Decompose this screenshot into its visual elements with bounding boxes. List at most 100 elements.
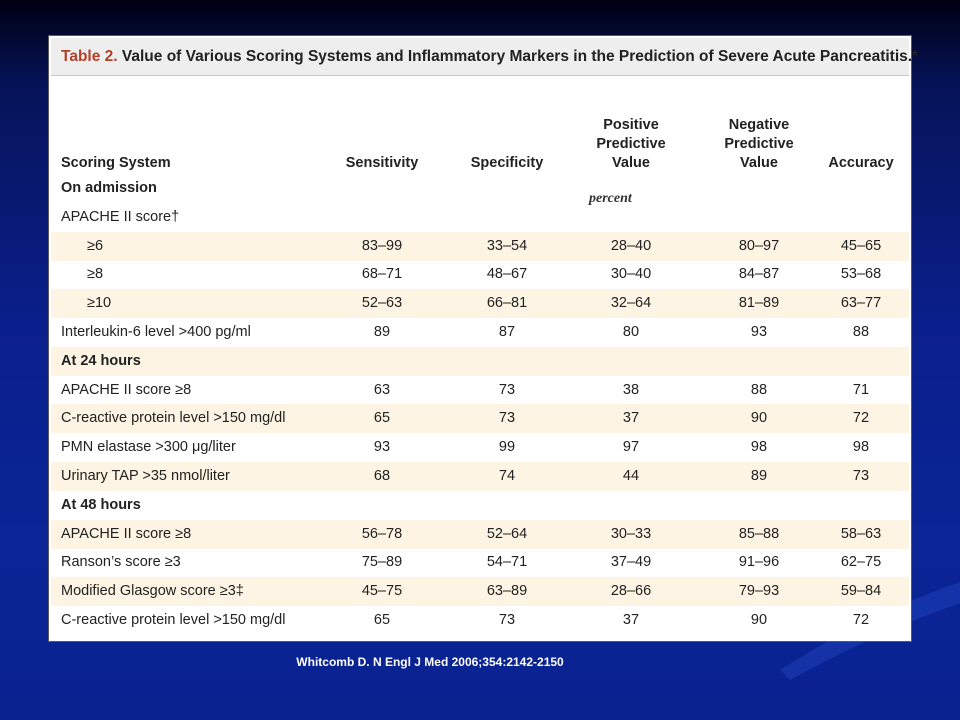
- cell-ppv: 97: [622, 439, 640, 456]
- cell-sensitivity: 65: [373, 612, 391, 628]
- table-row: ≥6 83–99 33–54 28–40 80–97 45–65: [51, 231, 909, 261]
- table-row: Ranson’s score ≥3 75–89 54–71 37–49 91–96 62–…: [51, 548, 909, 577]
- cell-accuracy: 53–68: [840, 266, 882, 283]
- cell-accuracy: 98: [852, 439, 870, 456]
- table-row: PMN elastase >300 μg/liter 93 99 97 98 98: [51, 433, 909, 462]
- table-row: APACHE II score†: [51, 203, 909, 232]
- table-row: Interleukin-6 level >400 pg/ml 89 87 80 93 88: [51, 318, 909, 347]
- header-sensitivity: Sensitivity: [345, 155, 419, 171]
- cell-npv: 79–93: [738, 583, 780, 600]
- cell-sensitivity: 93: [373, 439, 391, 456]
- cell-ppv: 44: [622, 468, 640, 484]
- cell-sensitivity: 52–63: [361, 295, 403, 312]
- table-section-row: On admission: [51, 174, 909, 203]
- cell-npv: 89: [750, 468, 768, 484]
- cell-accuracy: 62–75: [840, 554, 882, 571]
- cell-specificity: 99: [498, 439, 516, 456]
- cell-specificity: 73: [498, 410, 516, 427]
- table-row: Urinary TAP >35 nmol/liter 68 74 44 89 73: [51, 462, 909, 491]
- row-label: At 48 hours: [61, 496, 141, 513]
- table-row: C-reactive protein level >150 mg/dl 65 73 3…: [51, 606, 909, 635]
- row-label: ≥8: [87, 266, 104, 283]
- cell-accuracy: 72: [852, 410, 870, 427]
- header-specificity: Specificity: [470, 155, 544, 171]
- row-label: Ranson’s score ≥3: [61, 554, 181, 571]
- row-label: ≥6: [87, 237, 104, 254]
- cell-accuracy: 71: [852, 381, 870, 398]
- table-caption-text: Value of Various Scoring Systems and Inf…: [117, 48, 919, 65]
- cell-npv: 84–87: [738, 266, 780, 283]
- cell-sensitivity: 68–71: [361, 266, 403, 283]
- cell-specificity: 63–89: [486, 583, 528, 600]
- cell-sensitivity: 75–89: [361, 554, 403, 571]
- cell-specificity: 48–67: [486, 266, 528, 283]
- cell-accuracy: 72: [852, 612, 870, 628]
- header-ppv-line1: Positive: [603, 117, 659, 133]
- table-row: ≥10 52–63 66–81 32–64 81–89 63–77: [51, 289, 909, 319]
- row-label: C-reactive protein level >150 mg/dl: [61, 410, 286, 427]
- row-label: C-reactive protein level >150 mg/dl: [61, 612, 286, 628]
- cell-specificity: 73: [498, 612, 516, 628]
- cell-accuracy: 59–84: [840, 583, 882, 600]
- row-label: On admission: [61, 180, 157, 196]
- cell-accuracy: 63–77: [840, 295, 882, 312]
- cell-ppv: 80: [622, 324, 640, 340]
- cell-npv: 81–89: [738, 295, 780, 312]
- table-row: Modified Glasgow score ≥3‡ 45–75 63–89 28–6…: [51, 577, 909, 607]
- row-label: Interleukin-6 level >400 pg/ml: [61, 324, 251, 340]
- row-label: Modified Glasgow score ≥3‡: [61, 583, 244, 600]
- table-caption: Table 2. Value of Various Scoring System…: [51, 38, 918, 76]
- table-row: APACHE II score ≥8 56–78 52–64 30–33 85–88 58…: [51, 519, 909, 549]
- citation: Whitcomb D. N Engl J Med 2006;354:2142-2…: [296, 655, 564, 669]
- row-label: ≥10: [87, 295, 112, 312]
- cell-ppv: 30–40: [610, 266, 652, 283]
- table-row: ≥8 68–71 48–67 30–40 84–87 53–68: [51, 260, 909, 289]
- cell-ppv: 37–49: [610, 554, 652, 571]
- cell-specificity: 52–64: [486, 525, 528, 542]
- table-header-row: Scoring System Sensitivity Specificity P…: [51, 76, 909, 206]
- cell-npv: 80–97: [738, 237, 780, 254]
- table-row: C-reactive protein level >150 mg/dl 65 73 3…: [51, 404, 909, 434]
- cell-ppv: 38: [622, 381, 640, 398]
- cell-sensitivity: 68: [373, 468, 391, 484]
- cell-sensitivity: 45–75: [361, 583, 403, 600]
- row-label: APACHE II score ≥8: [61, 381, 192, 398]
- table-section-row: At 24 hours: [51, 346, 909, 376]
- cell-npv: 90: [750, 612, 768, 628]
- header-ppv-line3: Value: [612, 155, 650, 171]
- cell-sensitivity: 89: [373, 324, 391, 340]
- header-npv-line2: Predictive: [724, 136, 794, 152]
- cell-specificity: 87: [498, 324, 516, 340]
- cell-accuracy: 45–65: [840, 237, 882, 254]
- cell-specificity: 54–71: [486, 554, 528, 571]
- cell-sensitivity: 63: [373, 381, 391, 398]
- header-scoring-system: Scoring System: [61, 155, 171, 171]
- cell-sensitivity: 83–99: [361, 237, 403, 254]
- header-npv-line1: Negative: [728, 117, 790, 133]
- cell-sensitivity: 65: [373, 410, 391, 427]
- cell-specificity: 73: [498, 381, 516, 398]
- header-ppv: Positive Predictive Value: [571, 116, 691, 173]
- cell-npv: 90: [750, 410, 768, 427]
- cell-npv: 88: [750, 381, 768, 398]
- cell-accuracy: 73: [852, 468, 870, 484]
- cell-ppv: 37: [622, 612, 640, 628]
- cell-specificity: 33–54: [486, 237, 528, 254]
- header-npv-line3: Value: [740, 155, 778, 171]
- row-label: APACHE II score†: [61, 208, 180, 225]
- cell-ppv: 37: [622, 410, 640, 427]
- cell-ppv: 32–64: [610, 295, 652, 312]
- row-label: APACHE II score ≥8: [61, 525, 192, 542]
- cell-accuracy: 88: [852, 324, 870, 340]
- row-label: Urinary TAP >35 nmol/liter: [61, 468, 230, 484]
- table-caption-label: Table 2.: [61, 48, 118, 65]
- cell-specificity: 74: [498, 468, 516, 484]
- row-label: At 24 hours: [61, 352, 141, 369]
- table-section-row: At 48 hours: [51, 491, 909, 520]
- table-row: APACHE II score ≥8 63 73 38 88 71: [51, 376, 909, 405]
- header-npv: Negative Predictive Value: [699, 116, 819, 173]
- cell-ppv: 30–33: [610, 525, 652, 542]
- cell-specificity: 66–81: [486, 295, 528, 312]
- cell-npv: 85–88: [738, 525, 780, 542]
- cell-npv: 98: [750, 439, 768, 456]
